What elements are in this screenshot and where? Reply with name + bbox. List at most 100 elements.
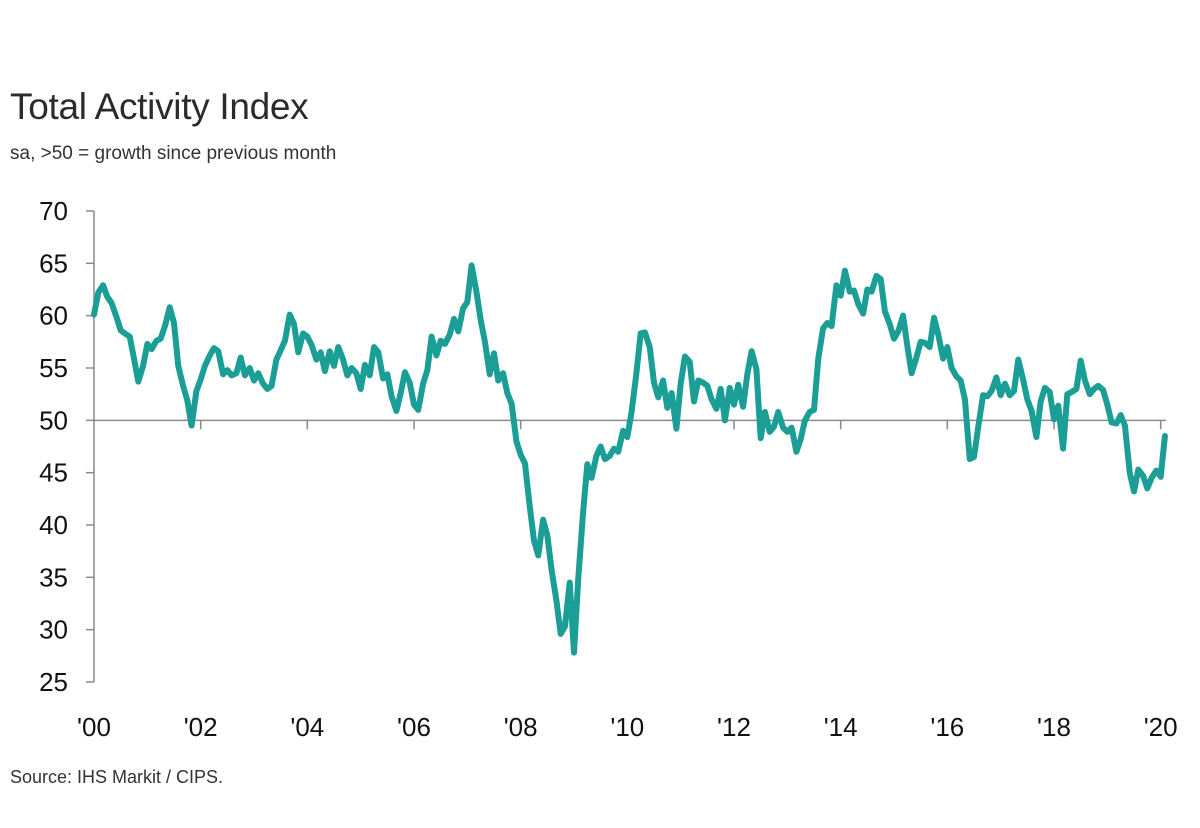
data-point bbox=[773, 425, 775, 428]
data-point bbox=[386, 373, 389, 376]
data-point bbox=[564, 625, 566, 628]
data-point bbox=[1057, 404, 1060, 407]
data-point bbox=[1017, 358, 1020, 361]
data-point bbox=[688, 360, 691, 363]
data-point bbox=[977, 425, 980, 428]
data-point bbox=[706, 384, 709, 387]
data-point bbox=[710, 398, 713, 401]
data-point bbox=[1013, 390, 1015, 392]
data-point bbox=[1093, 388, 1095, 390]
data-point bbox=[350, 367, 353, 369]
data-point bbox=[337, 346, 340, 348]
data-point bbox=[1084, 379, 1086, 382]
data-point bbox=[719, 388, 722, 390]
data-point bbox=[119, 329, 122, 332]
data-point bbox=[679, 382, 682, 385]
data-point bbox=[937, 333, 940, 336]
data-point bbox=[870, 290, 873, 293]
data-point bbox=[777, 411, 780, 413]
data-point bbox=[1053, 418, 1055, 421]
data-point bbox=[1119, 414, 1122, 416]
data-point bbox=[1062, 447, 1064, 450]
data-point bbox=[435, 354, 438, 357]
data-point bbox=[417, 409, 420, 411]
data-point bbox=[702, 381, 704, 384]
data-point bbox=[235, 372, 238, 375]
data-point bbox=[604, 458, 606, 460]
data-point bbox=[613, 447, 615, 450]
data-point bbox=[413, 403, 415, 406]
data-point bbox=[186, 399, 189, 402]
data-point bbox=[626, 436, 629, 438]
data-point bbox=[617, 450, 620, 453]
data-point bbox=[546, 534, 549, 537]
data-point bbox=[324, 370, 326, 372]
data-point bbox=[399, 392, 402, 394]
data-point bbox=[1079, 359, 1082, 362]
data-point bbox=[333, 365, 335, 367]
data-point bbox=[537, 554, 540, 557]
data-point bbox=[635, 372, 638, 375]
data-point bbox=[848, 290, 851, 293]
data-point bbox=[493, 352, 495, 355]
data-point bbox=[670, 392, 673, 394]
x-tick-label: '20 bbox=[1144, 712, 1178, 742]
data-point bbox=[315, 358, 318, 361]
data-point bbox=[270, 384, 273, 387]
source-note: Source: IHS Markit / CIPS. bbox=[10, 767, 224, 787]
data-point bbox=[879, 278, 882, 280]
data-point bbox=[519, 454, 522, 456]
data-point bbox=[902, 314, 904, 317]
data-point bbox=[582, 511, 584, 514]
chart-title: Total Activity Index bbox=[10, 86, 309, 127]
data-point bbox=[1142, 475, 1144, 477]
data-point bbox=[555, 599, 558, 602]
data-point bbox=[422, 382, 424, 385]
data-point bbox=[288, 313, 291, 316]
data-point bbox=[830, 325, 833, 327]
data-point bbox=[804, 419, 806, 422]
data-point bbox=[844, 269, 846, 272]
data-point bbox=[1155, 469, 1158, 472]
x-tick-label: '18 bbox=[1037, 712, 1071, 742]
x-tick-label: '04 bbox=[290, 712, 324, 742]
data-point bbox=[1133, 490, 1135, 493]
data-point bbox=[488, 373, 491, 376]
data-point bbox=[973, 456, 975, 458]
x-tick-label: '00 bbox=[77, 712, 111, 742]
data-point bbox=[155, 339, 158, 342]
data-point bbox=[346, 374, 349, 377]
data-point bbox=[1026, 398, 1029, 401]
data-point bbox=[222, 373, 224, 376]
y-tick-label: 45 bbox=[39, 458, 68, 488]
data-point bbox=[946, 346, 949, 348]
data-point bbox=[319, 351, 322, 354]
data-point bbox=[928, 346, 931, 348]
data-point bbox=[795, 450, 798, 453]
data-point bbox=[1039, 400, 1042, 403]
data-point bbox=[342, 358, 344, 361]
data-point bbox=[190, 424, 193, 427]
data-point bbox=[608, 455, 611, 457]
data-point bbox=[257, 372, 260, 375]
data-point bbox=[515, 440, 518, 443]
data-point bbox=[782, 426, 784, 429]
data-point bbox=[373, 346, 375, 348]
data-point bbox=[622, 430, 624, 432]
data-point bbox=[1070, 391, 1073, 393]
data-point bbox=[542, 518, 544, 521]
data-point bbox=[355, 372, 358, 375]
data-point bbox=[479, 319, 482, 321]
data-point bbox=[630, 411, 633, 413]
data-point bbox=[364, 364, 366, 366]
data-point bbox=[390, 395, 393, 398]
data-point bbox=[573, 651, 575, 654]
data-point bbox=[1106, 403, 1109, 406]
data-point bbox=[995, 376, 998, 379]
data-point bbox=[724, 419, 726, 422]
data-point bbox=[1008, 394, 1011, 397]
data-point bbox=[102, 284, 104, 287]
data-point bbox=[146, 343, 149, 345]
data-point bbox=[466, 301, 469, 303]
